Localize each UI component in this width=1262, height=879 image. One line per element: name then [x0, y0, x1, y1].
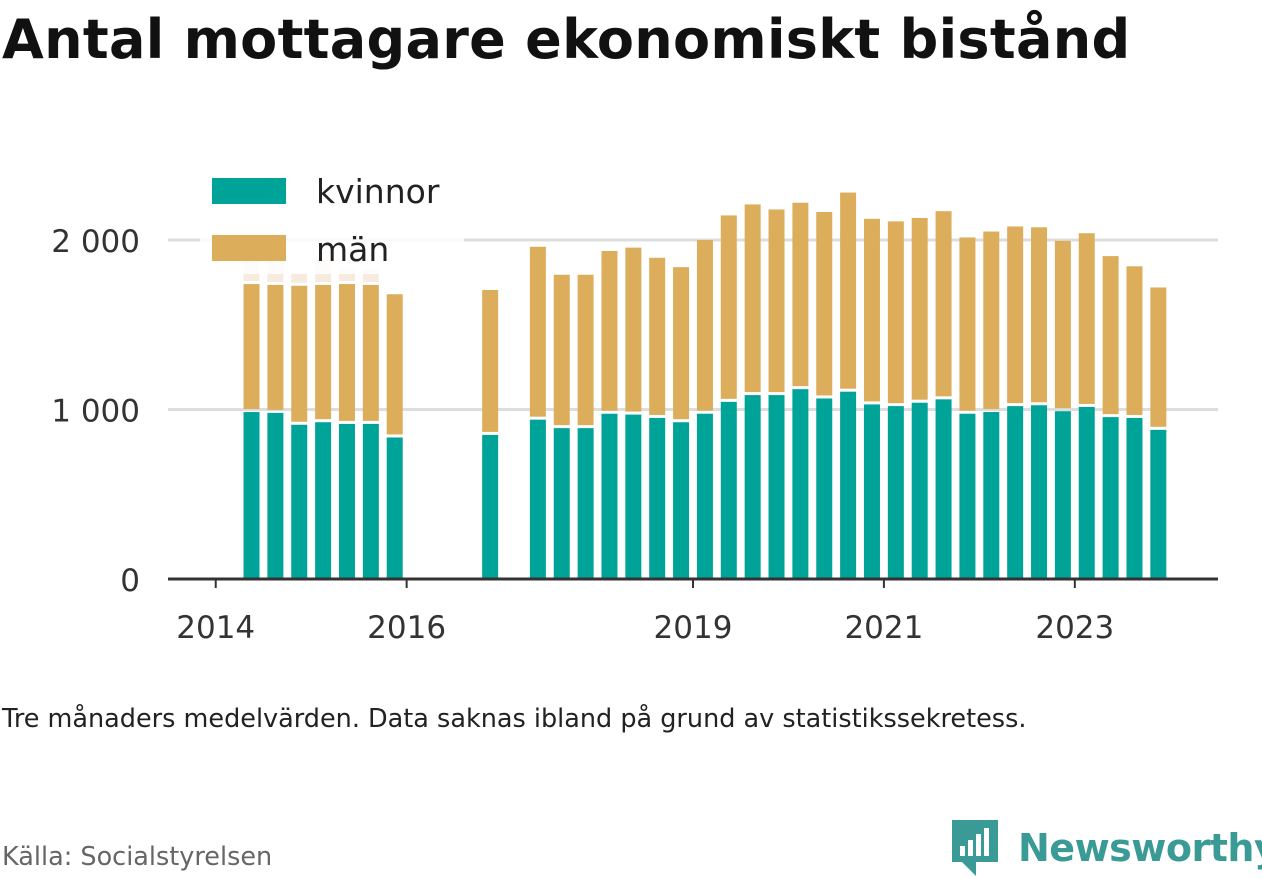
bar-kvinnor [840, 391, 857, 579]
bar-man [959, 237, 976, 411]
bar-kvinnor [267, 412, 284, 579]
x-tick-label: 2014 [176, 610, 255, 646]
bar-man [816, 212, 833, 396]
legend-swatch-kvinnor [212, 178, 286, 204]
bar-kvinnor [529, 419, 546, 579]
bar-man [386, 294, 403, 435]
bar-man [1078, 233, 1095, 404]
bar-kvinnor [1126, 417, 1143, 579]
bar-kvinnor [362, 423, 379, 579]
bar-man [935, 211, 952, 397]
bar-man [601, 251, 618, 411]
x-tick-label: 2019 [654, 610, 733, 646]
bar-kvinnor [1054, 411, 1071, 579]
bar-kvinnor [649, 417, 666, 579]
bar-kvinnor [887, 406, 904, 579]
bar-kvinnor [768, 395, 785, 579]
bar-man [291, 285, 308, 422]
bar-kvinnor [1078, 406, 1095, 579]
bar-kvinnor [959, 413, 976, 579]
brand-name: Newsworthy [1018, 826, 1262, 870]
bar-man [792, 202, 809, 387]
bar-kvinnor [553, 428, 570, 579]
bar-kvinnor [601, 413, 618, 579]
bar-kvinnor [625, 414, 642, 579]
y-axis-labels: 0 1 000 2 000 [51, 224, 140, 599]
bar-kvinnor [816, 398, 833, 579]
bar-man [840, 192, 857, 389]
bar-man [983, 231, 1000, 410]
bar-man [577, 274, 594, 426]
bar-man [911, 217, 928, 400]
source-label: Källa: Socialstyrelsen [2, 842, 273, 872]
bar-man [1126, 266, 1143, 415]
bar-kvinnor [911, 402, 928, 579]
bar-man [1031, 227, 1048, 403]
bar-kvinnor [792, 389, 809, 579]
bar-man [1102, 256, 1119, 415]
bar-kvinnor [291, 424, 308, 579]
bar-man [482, 290, 499, 432]
bar-kvinnor [983, 412, 1000, 579]
bar-man [243, 284, 260, 410]
bar-man [673, 267, 690, 420]
bar-kvinnor [315, 422, 332, 579]
bar-man [315, 284, 332, 420]
bar-kvinnor [1031, 405, 1048, 579]
bar-man [887, 221, 904, 404]
x-tick-label: 2016 [367, 610, 446, 646]
bar-man [696, 240, 713, 411]
bar-man [362, 284, 379, 421]
bar-kvinnor [744, 395, 761, 579]
y-tick-label: 2 000 [51, 224, 140, 260]
chart-title: Antal mottagare ekonomiskt bistånd [2, 8, 1131, 71]
bar-kvinnor [696, 413, 713, 579]
bar-kvinnor [720, 401, 737, 579]
bar-man [1150, 287, 1167, 427]
bar-kvinnor [243, 412, 260, 579]
bar-man [267, 284, 284, 410]
x-tick-label: 2023 [1035, 610, 1114, 646]
y-tick-label: 0 [120, 563, 140, 599]
bar-man [1054, 240, 1071, 409]
bars [243, 192, 1167, 579]
bar-kvinnor [935, 399, 952, 579]
legend-swatch-man [212, 235, 286, 261]
legend: kvinnor män [200, 158, 464, 274]
chart-note: Tre månaders medelvärden. Data saknas ib… [2, 704, 1027, 734]
legend-label-man: män [316, 230, 389, 269]
y-tick-label: 1 000 [51, 394, 140, 430]
bar-man [553, 274, 570, 426]
bar-kvinnor [673, 422, 690, 579]
bar-kvinnor [1102, 417, 1119, 579]
bar-kvinnor [1007, 406, 1024, 579]
brand-logo[interactable]: Newsworthy [950, 818, 1262, 878]
bar-man [863, 218, 880, 402]
bar-man [625, 247, 642, 412]
bar-man [744, 204, 761, 393]
bar-kvinnor [863, 404, 880, 579]
bar-man [1007, 226, 1024, 404]
x-tick-label: 2021 [844, 610, 923, 646]
bar-man [338, 284, 355, 421]
stacked-bar-chart: 0 1 000 2 000 2014 2016 2019 2021 2023 kvinnor… [51, 158, 1218, 646]
bar-kvinnor [482, 434, 499, 579]
bar-man [768, 209, 785, 393]
bar-man [720, 215, 737, 399]
legend-label-kvinnor: kvinnor [316, 172, 440, 211]
bar-man [529, 246, 546, 417]
bar-man [649, 257, 666, 415]
x-axis: 2014 2016 2019 2021 2023 [168, 577, 1218, 646]
bar-kvinnor [1150, 429, 1167, 579]
bar-kvinnor [386, 437, 403, 579]
bar-kvinnor [338, 423, 355, 579]
bar-kvinnor [577, 428, 594, 579]
newsworthy-logo-icon [952, 820, 998, 876]
bar-man-faded [291, 273, 308, 283]
